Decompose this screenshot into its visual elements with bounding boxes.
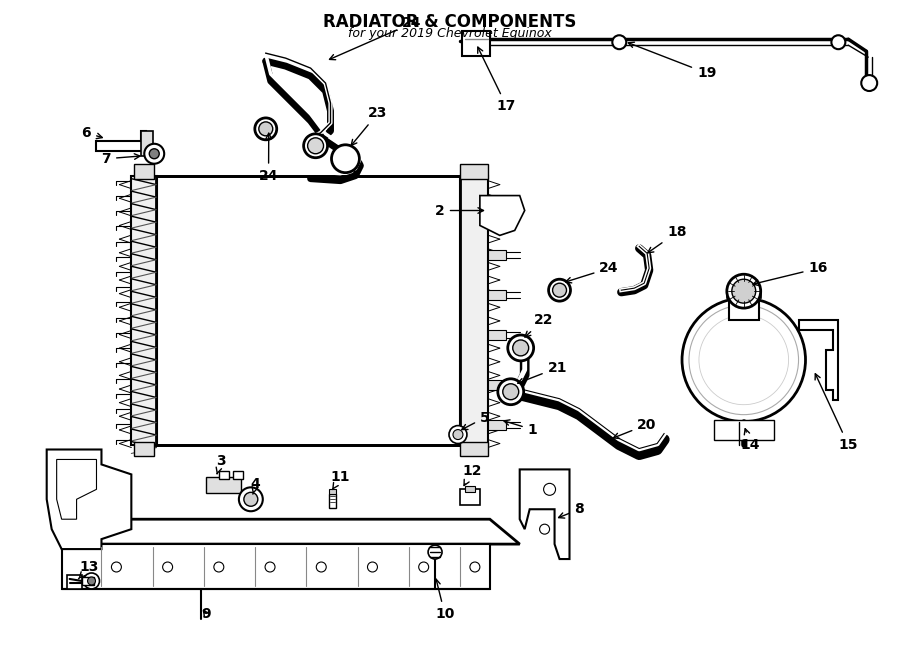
Polygon shape bbox=[480, 195, 525, 236]
Text: 8: 8 bbox=[559, 502, 584, 518]
Bar bbox=[729, 295, 759, 320]
Circle shape bbox=[428, 545, 442, 559]
Circle shape bbox=[513, 340, 528, 356]
Polygon shape bbox=[47, 449, 131, 549]
Text: 12: 12 bbox=[462, 465, 482, 485]
Text: 7: 7 bbox=[102, 152, 140, 166]
Circle shape bbox=[163, 562, 173, 572]
Circle shape bbox=[367, 562, 377, 572]
Text: 4: 4 bbox=[251, 477, 261, 494]
Bar bbox=[460, 175, 488, 444]
Text: 14: 14 bbox=[741, 429, 760, 451]
Circle shape bbox=[727, 274, 760, 308]
Bar bbox=[488, 250, 506, 260]
Bar bbox=[131, 175, 158, 444]
Circle shape bbox=[112, 562, 122, 572]
Polygon shape bbox=[57, 459, 96, 519]
Circle shape bbox=[612, 35, 626, 49]
Text: 11: 11 bbox=[330, 471, 350, 489]
Bar bbox=[488, 290, 506, 300]
Polygon shape bbox=[328, 489, 337, 495]
Text: RADIATOR & COMPONENTS: RADIATOR & COMPONENTS bbox=[323, 13, 577, 31]
Bar bbox=[460, 442, 488, 457]
Circle shape bbox=[549, 279, 571, 301]
Circle shape bbox=[732, 279, 756, 303]
Bar bbox=[134, 164, 154, 179]
Bar bbox=[727, 290, 760, 298]
Bar bbox=[488, 420, 506, 430]
Circle shape bbox=[418, 562, 428, 572]
Polygon shape bbox=[67, 575, 82, 589]
Polygon shape bbox=[519, 469, 570, 559]
Bar bbox=[219, 471, 229, 479]
Circle shape bbox=[316, 562, 326, 572]
Circle shape bbox=[303, 134, 328, 158]
Bar bbox=[134, 442, 154, 457]
Circle shape bbox=[149, 149, 159, 159]
Circle shape bbox=[498, 379, 524, 404]
Text: 15: 15 bbox=[815, 374, 858, 451]
Bar bbox=[488, 380, 506, 390]
Text: 10: 10 bbox=[435, 579, 454, 621]
Text: 24: 24 bbox=[259, 133, 278, 183]
Circle shape bbox=[87, 577, 95, 585]
Polygon shape bbox=[96, 131, 147, 151]
Bar bbox=[328, 495, 337, 508]
Circle shape bbox=[259, 122, 273, 136]
Bar bbox=[157, 175, 460, 444]
Circle shape bbox=[470, 562, 480, 572]
Circle shape bbox=[214, 562, 224, 572]
Circle shape bbox=[238, 487, 263, 511]
Text: 6: 6 bbox=[82, 126, 103, 140]
Polygon shape bbox=[61, 544, 490, 589]
Circle shape bbox=[266, 562, 275, 572]
Text: 16: 16 bbox=[753, 261, 828, 285]
Text: 22: 22 bbox=[525, 313, 554, 337]
Circle shape bbox=[244, 493, 257, 506]
Circle shape bbox=[255, 118, 276, 140]
Polygon shape bbox=[798, 320, 839, 400]
Bar bbox=[460, 489, 480, 505]
Polygon shape bbox=[61, 519, 519, 544]
Text: 23: 23 bbox=[351, 106, 388, 146]
Circle shape bbox=[682, 298, 806, 422]
Bar bbox=[488, 330, 506, 340]
Polygon shape bbox=[714, 420, 774, 440]
Bar bbox=[460, 164, 488, 179]
Text: 1: 1 bbox=[504, 420, 537, 436]
Circle shape bbox=[553, 283, 566, 297]
Text: 18: 18 bbox=[648, 226, 687, 253]
Polygon shape bbox=[462, 31, 490, 56]
Text: 13: 13 bbox=[78, 560, 99, 579]
Circle shape bbox=[84, 573, 100, 589]
Text: 9: 9 bbox=[201, 607, 211, 621]
Bar bbox=[465, 487, 475, 493]
Circle shape bbox=[144, 144, 164, 164]
Bar bbox=[82, 577, 94, 585]
Text: 20: 20 bbox=[614, 418, 657, 438]
Text: for your 2019 Chevrolet Equinox: for your 2019 Chevrolet Equinox bbox=[348, 27, 552, 40]
Circle shape bbox=[503, 384, 518, 400]
Bar bbox=[233, 471, 243, 479]
Circle shape bbox=[453, 430, 463, 440]
Text: 24: 24 bbox=[329, 17, 422, 60]
Bar bbox=[141, 131, 153, 156]
Text: 24: 24 bbox=[566, 261, 619, 283]
Circle shape bbox=[508, 335, 534, 361]
Circle shape bbox=[861, 75, 878, 91]
Bar bbox=[206, 477, 241, 493]
Text: 17: 17 bbox=[478, 47, 517, 113]
Text: 19: 19 bbox=[628, 42, 716, 80]
Circle shape bbox=[308, 138, 323, 154]
Text: 5: 5 bbox=[462, 410, 490, 430]
Circle shape bbox=[331, 145, 359, 173]
Circle shape bbox=[832, 35, 845, 49]
Circle shape bbox=[540, 524, 550, 534]
Circle shape bbox=[544, 483, 555, 495]
Text: 2: 2 bbox=[435, 203, 483, 218]
Text: 3: 3 bbox=[216, 454, 226, 474]
Circle shape bbox=[449, 426, 467, 444]
Text: 21: 21 bbox=[518, 361, 567, 384]
Bar bbox=[488, 211, 506, 220]
